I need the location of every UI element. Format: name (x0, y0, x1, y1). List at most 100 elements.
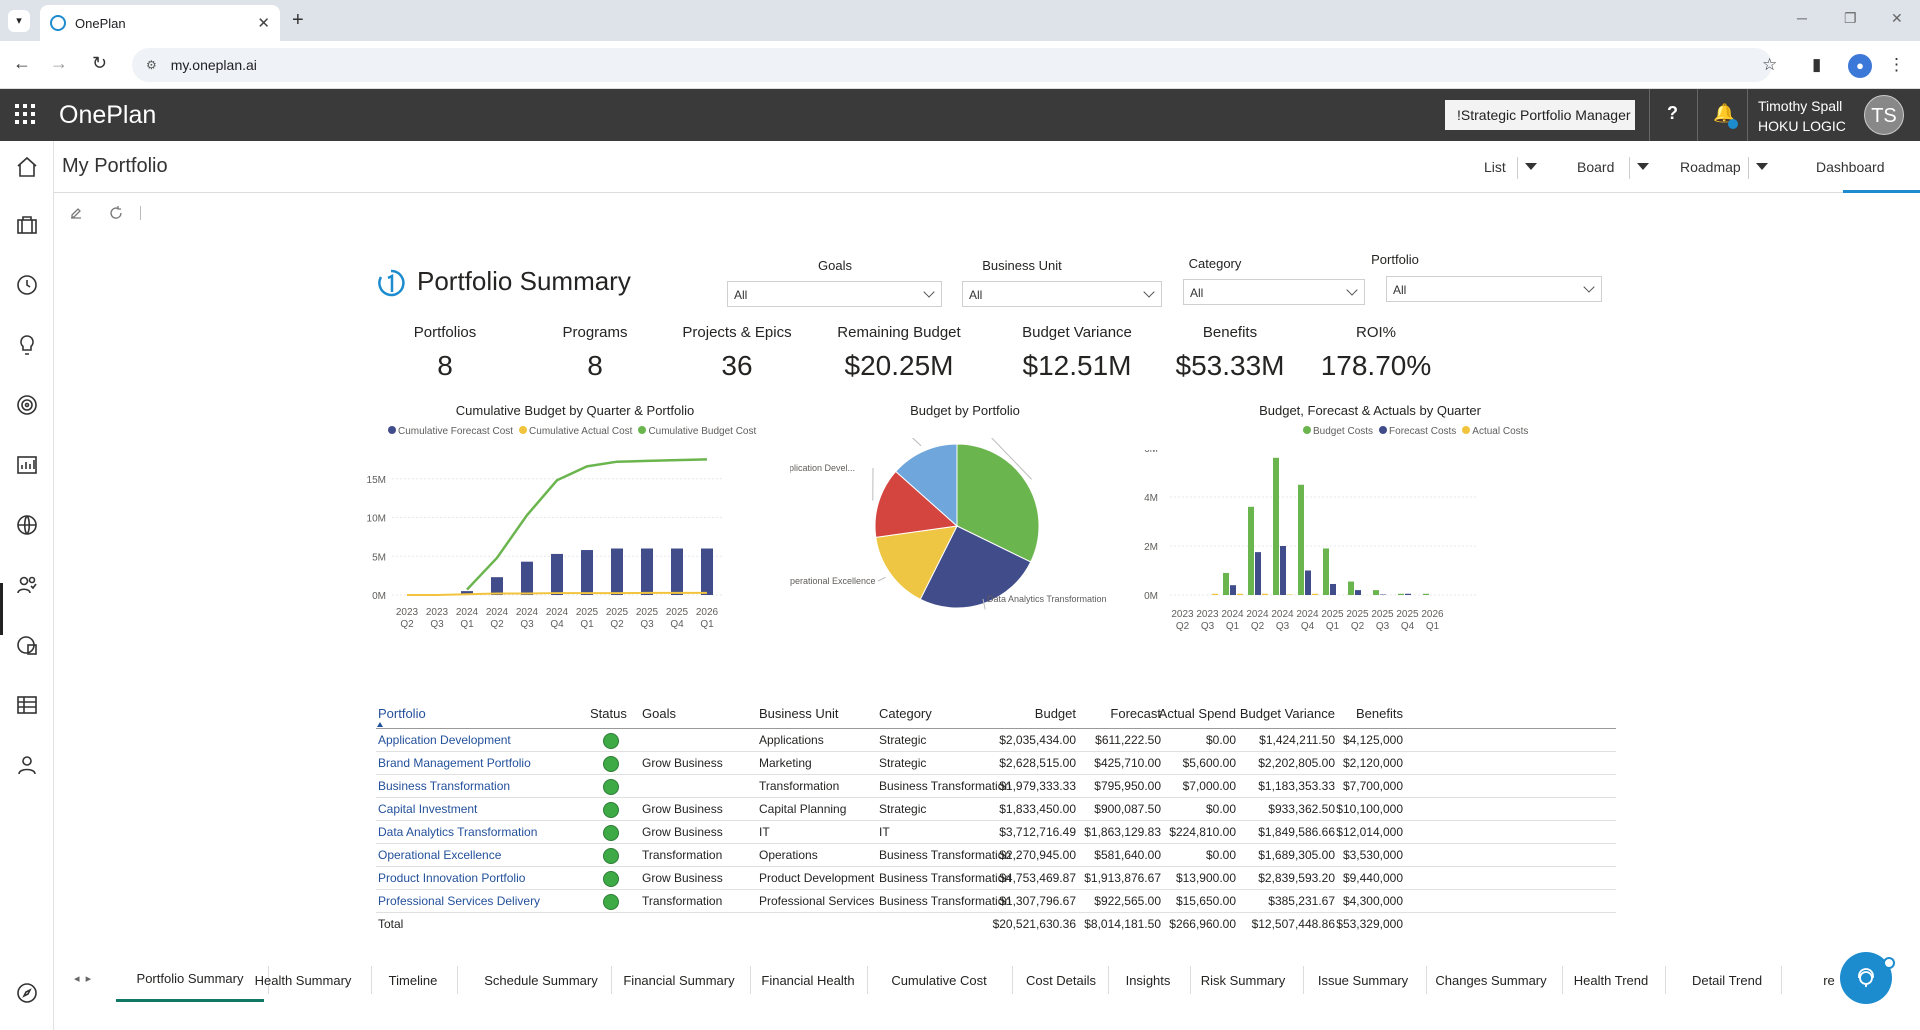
tab-separator (1426, 966, 1427, 994)
kpi-portfolios: Portfolios 8 (355, 324, 535, 382)
forward-icon[interactable]: → (50, 53, 68, 73)
x-tick-label: 2023 (1196, 609, 1219, 620)
filter-category-select[interactable]: All (1183, 279, 1365, 305)
site-info-icon[interactable]: ⚙ (146, 58, 157, 72)
report-tab[interactable]: Issue Summary (1317, 972, 1409, 988)
report-tab[interactable]: Changes Summary (1435, 972, 1547, 988)
legend-item: Budget Costs (1303, 426, 1373, 437)
col-header-budget-variance[interactable]: Budget Variance (1239, 706, 1335, 721)
window-close-icon[interactable]: ✕ (1891, 10, 1903, 26)
portfolio-link[interactable]: Operational Excellence (378, 848, 502, 862)
view-roadmap[interactable]: Roadmap (1680, 159, 1741, 175)
view-board[interactable]: Board (1577, 159, 1615, 175)
report-tab[interactable]: Financial Health (761, 972, 855, 988)
report-tab[interactable]: re (1823, 972, 1835, 988)
x-tick-label: 2025 (606, 607, 629, 618)
report-tab[interactable]: Cost Details (1025, 972, 1097, 988)
business-unit-cell: Applications (759, 733, 824, 747)
report-tab[interactable]: Insights (1125, 972, 1171, 988)
browser-tab[interactable]: OnePlan ✕ (40, 5, 280, 41)
report-tab[interactable]: Schedule Summary (484, 972, 598, 988)
filter-portfolio-select[interactable]: All (1386, 276, 1602, 302)
restore-icon[interactable]: ❐ (1844, 10, 1857, 26)
portfolio-link[interactable]: Product Innovation Portfolio (378, 871, 526, 885)
x-tick-label: Q1 (460, 619, 474, 630)
tab-separator (457, 966, 458, 994)
x-tick-label: 2025 (576, 607, 599, 618)
globe-document-icon[interactable] (13, 631, 41, 659)
new-tab-icon[interactable]: + (292, 9, 304, 31)
minimize-icon[interactable]: ─ (1797, 10, 1807, 26)
timesheet-clock-icon[interactable] (13, 271, 41, 299)
col-header-business-unit[interactable]: Business Unit (759, 706, 839, 721)
view-list[interactable]: List (1484, 159, 1506, 175)
refresh-icon[interactable] (107, 204, 125, 227)
reload-icon[interactable]: ↻ (92, 53, 108, 73)
view-dashboard[interactable]: Dashboard (1816, 159, 1885, 175)
col-header-forecast[interactable]: Forecast (1110, 706, 1161, 721)
category-cell: IT (879, 825, 890, 839)
help-icon[interactable]: ? (1667, 103, 1678, 123)
portfolio-link[interactable]: Data Analytics Transformation (378, 825, 538, 839)
chevron-down-icon (1583, 281, 1595, 293)
report-tab[interactable]: Portfolio Summary (116, 958, 264, 1002)
filter-goals-select[interactable]: All (727, 281, 942, 307)
col-header-category[interactable]: Category (879, 706, 932, 721)
col-header-actual-spend[interactable]: Actual Spend (1158, 706, 1236, 721)
report-tab[interactable]: Cumulative Cost (891, 972, 987, 988)
tab-search-icon[interactable]: ▾ (8, 10, 30, 32)
col-header-budget[interactable]: Budget (1034, 706, 1076, 721)
col-header-status[interactable]: Status (590, 706, 627, 721)
user-icon[interactable] (13, 751, 41, 779)
url-field[interactable]: ⚙ my.oneplan.ai (132, 48, 1772, 82)
app-launcher-icon[interactable] (15, 104, 35, 124)
portfolio-link[interactable]: Brand Management Portfolio (378, 756, 531, 770)
tab-scroll-arrows[interactable]: ◂ ▸ (74, 973, 92, 985)
quarter-bar (1223, 572, 1229, 595)
category-cell: Business Transformation (879, 848, 1012, 862)
portfolio-link[interactable]: Capital Investment (378, 802, 478, 816)
quarter-bar (1230, 585, 1236, 595)
filter-business-unit-select[interactable]: All (962, 281, 1162, 307)
roadmap-dropdown-icon[interactable] (1756, 163, 1768, 170)
dashboard-chart-icon[interactable] (13, 451, 41, 479)
briefcase-icon[interactable] (13, 211, 41, 239)
list-dropdown-icon[interactable] (1525, 163, 1537, 170)
report-tab[interactable]: Risk Summary (1200, 972, 1286, 988)
idea-bulb-icon[interactable] (13, 331, 41, 359)
total-budget: $20,521,630.36 (992, 917, 1076, 931)
kpi-roi: ROI% 178.70% (1286, 324, 1466, 382)
board-dropdown-icon[interactable] (1637, 163, 1649, 170)
close-tab-icon[interactable]: ✕ (257, 15, 270, 32)
portfolio-link[interactable]: Application Development (378, 733, 511, 747)
col-header-goals[interactable]: Goals (642, 706, 676, 721)
context-selector[interactable]: !Strategic Portfolio Manager (1445, 100, 1635, 130)
bookmark-star-icon[interactable]: ☆ (1762, 55, 1778, 74)
legend-label: Forecast Costs (1389, 426, 1457, 437)
browser-profile-icon[interactable]: ● (1848, 54, 1872, 78)
side-panel-icon[interactable]: ▮ (1812, 55, 1822, 74)
tasks-list-icon[interactable] (13, 691, 41, 719)
home-icon[interactable] (13, 153, 41, 181)
report-tab[interactable]: Health Summary (254, 972, 352, 988)
globe-icon[interactable] (13, 511, 41, 539)
bell-icon[interactable]: 🔔 (1713, 103, 1736, 123)
col-header-benefits[interactable]: Benefits (1356, 706, 1403, 721)
browser-menu-icon[interactable]: ⋮ (1888, 55, 1905, 74)
edit-icon[interactable] (68, 205, 84, 226)
report-tab[interactable]: Timeline (388, 972, 438, 988)
col-header-portfolio[interactable]: Portfolio (378, 706, 426, 721)
target-icon[interactable] (13, 391, 41, 419)
x-tick-label: Q2 (1351, 621, 1365, 632)
compass-icon[interactable] (13, 979, 41, 1007)
report-tab[interactable]: Detail Trend (1691, 972, 1763, 988)
report-tab[interactable]: Health Trend (1573, 972, 1649, 988)
back-icon[interactable]: ← (13, 53, 31, 73)
portfolio-link[interactable]: Professional Services Delivery (378, 894, 541, 908)
user-info[interactable]: Timothy Spall HOKU LOGIC (1758, 96, 1846, 136)
avatar[interactable]: TS (1864, 95, 1904, 135)
resources-people-icon[interactable] (13, 571, 41, 599)
category-cell: Business Transformation (879, 871, 1012, 885)
report-tab[interactable]: Financial Summary (623, 972, 735, 988)
portfolio-link[interactable]: Business Transformation (378, 779, 511, 793)
